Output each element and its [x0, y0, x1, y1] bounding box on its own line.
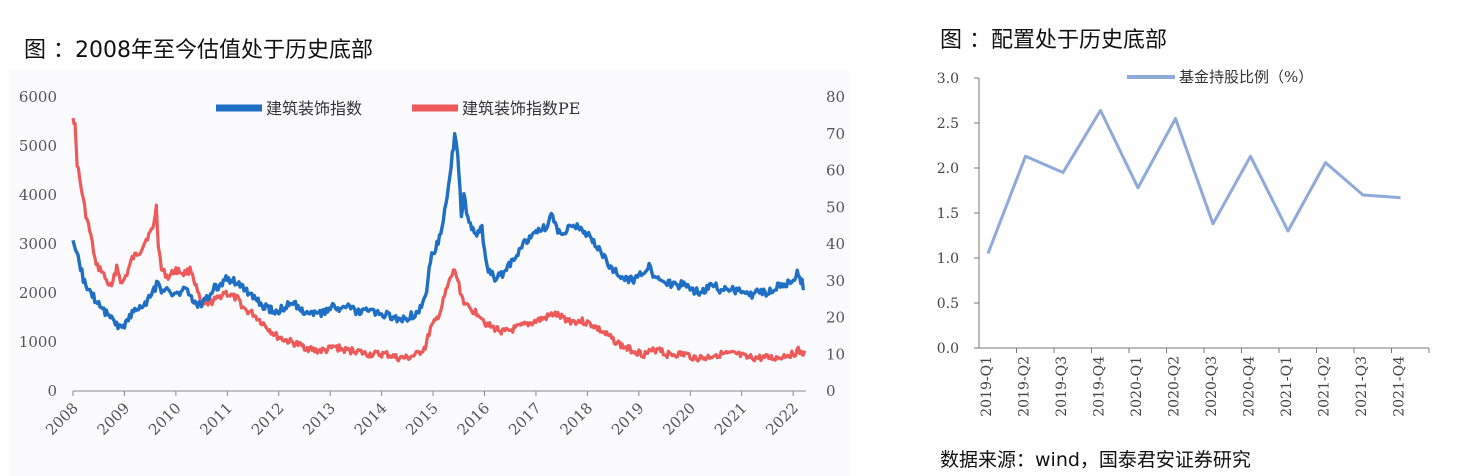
right-chart-axes: 0.0 0.5 1.0 1.5 2.0 2.5 3.0 2019-Q1 2019-Q2 2019-…	[937, 71, 1430, 417]
fund-holding-line	[986, 108, 1401, 255]
pe-series-line	[71, 117, 807, 363]
legend-label-index: 建筑装饰指数	[266, 99, 362, 118]
right-y-tick-label: 2.0	[937, 161, 959, 177]
left-y-tick-label: 4000	[19, 186, 57, 204]
right-y-tick-label: 40	[826, 235, 845, 253]
right-chart-caption: 图 ：配置处于历史底部	[940, 28, 1167, 53]
fund-holding-chart: 0.0 0.5 1.0 1.5 2.0 2.5 3.0 2019-Q1 2019-Q2 2019-…	[930, 60, 1445, 436]
left-chart-series	[71, 117, 807, 363]
right-x-tick-label: 2019-Q4	[1092, 356, 1108, 417]
right-x-tick-label: 2020-Q4	[1242, 356, 1258, 417]
right-y-tick-label: 3.0	[937, 71, 959, 87]
right-y-tick-label: 50	[826, 198, 845, 216]
right-y-tick-label: 10	[826, 345, 845, 363]
index-pe-chart: 0 1000 2000 3000 4000 5000 6000 0 10 20 30 40 50 60 70…	[10, 70, 850, 476]
left-chart-caption: 图 ：2008年至今估值处于历史底部	[24, 38, 373, 63]
right-x-tick-label: 2019-Q2	[1017, 356, 1033, 417]
right-chart-background	[930, 60, 1445, 436]
right-y-tick-label: 20	[826, 309, 845, 327]
right-y-tick-label: 2.5	[937, 116, 959, 132]
right-chart-series	[986, 108, 1401, 255]
right-y-tick-label: 80	[826, 88, 845, 106]
right-y-tick-label: 1.0	[937, 251, 959, 267]
right-y-tick-label: 0.0	[937, 341, 959, 357]
right-x-tick-label: 2021-Q3	[1354, 356, 1370, 417]
left-chart-legend: 建筑装饰指数 建筑装饰指数PE	[216, 99, 580, 118]
right-chart-legend: 基金持股比例（%）	[1127, 68, 1313, 86]
right-x-tick-label: 2020-Q3	[1204, 356, 1220, 417]
right-x-tick-label: 2021-Q2	[1317, 356, 1333, 417]
right-legend-label: 基金持股比例（%）	[1179, 68, 1313, 86]
index-series-line	[71, 132, 806, 331]
right-y-tick-label: 30	[826, 272, 845, 290]
left-y-tick-label: 6000	[19, 88, 57, 106]
right-y-tick-label: 70	[826, 125, 845, 143]
left-y-tick-label: 1000	[19, 333, 57, 351]
right-y-tick-label: 1.5	[937, 206, 959, 222]
left-y-tick-label: 3000	[19, 235, 57, 253]
right-y-tick-label: 60	[826, 162, 845, 180]
source-note: 数据来源：wind，国泰君安证券研究	[940, 449, 1251, 471]
legend-label-pe: 建筑装饰指数PE	[462, 99, 580, 118]
left-y-tick-label: 5000	[19, 137, 57, 155]
right-y-tick-label: 0.5	[937, 296, 959, 312]
left-y-tick-label: 0	[47, 382, 57, 400]
right-x-tick-label: 2021-Q1	[1279, 356, 1295, 417]
right-x-tick-label: 2019-Q3	[1054, 356, 1070, 417]
right-x-tick-label: 2020-Q2	[1167, 356, 1183, 417]
right-x-tick-label: 2020-Q1	[1129, 356, 1145, 417]
right-x-tick-label: 2021-Q4	[1392, 356, 1408, 417]
left-y-tick-label: 2000	[19, 284, 57, 302]
right-x-tick-label: 2019-Q1	[979, 356, 995, 417]
right-y-tick-label: 0	[826, 382, 836, 400]
